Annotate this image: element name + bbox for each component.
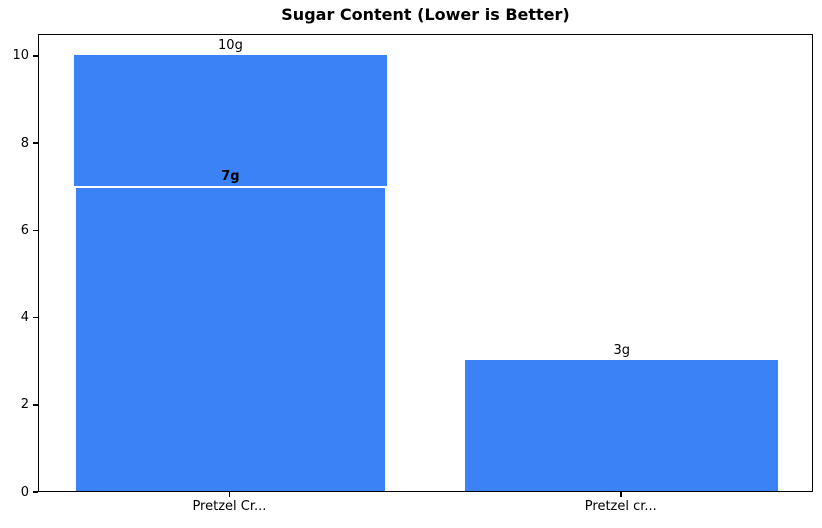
x-axis-tick-mark: [620, 492, 622, 497]
x-axis-tick-mark: [228, 492, 231, 497]
y-axis-tick-mark: [33, 491, 38, 493]
y-axis-tick-label: 4: [20, 310, 29, 326]
bar-segment: [73, 185, 387, 491]
y-axis-tick-label: 6: [20, 222, 29, 238]
bar-value-label: 7g: [221, 168, 240, 184]
bar-value-label: 10g: [218, 37, 243, 53]
y-axis-tick-mark: [33, 142, 38, 144]
y-axis-tick-mark: [33, 404, 38, 406]
y-axis-tick-mark: [33, 316, 38, 319]
y-axis-tick-label: 0: [20, 484, 29, 500]
plot-area: 10g 7g 3g: [38, 34, 813, 492]
x-axis-category-label: Pretzel cr...: [584, 499, 657, 514]
chart-title: Sugar Content (Lower is Better): [281, 5, 570, 24]
bar-value-label: 3g: [613, 343, 631, 359]
y-axis-tick-label: 8: [20, 135, 29, 151]
x-axis-category-label: Pretzel Cr...: [192, 499, 267, 514]
y-axis-tick-label: 10: [12, 48, 29, 64]
y-axis-tick-mark: [33, 229, 38, 232]
y-axis-tick-label: 2: [20, 397, 29, 413]
y-axis-tick-mark: [33, 55, 38, 57]
bar-segment: [465, 360, 779, 491]
